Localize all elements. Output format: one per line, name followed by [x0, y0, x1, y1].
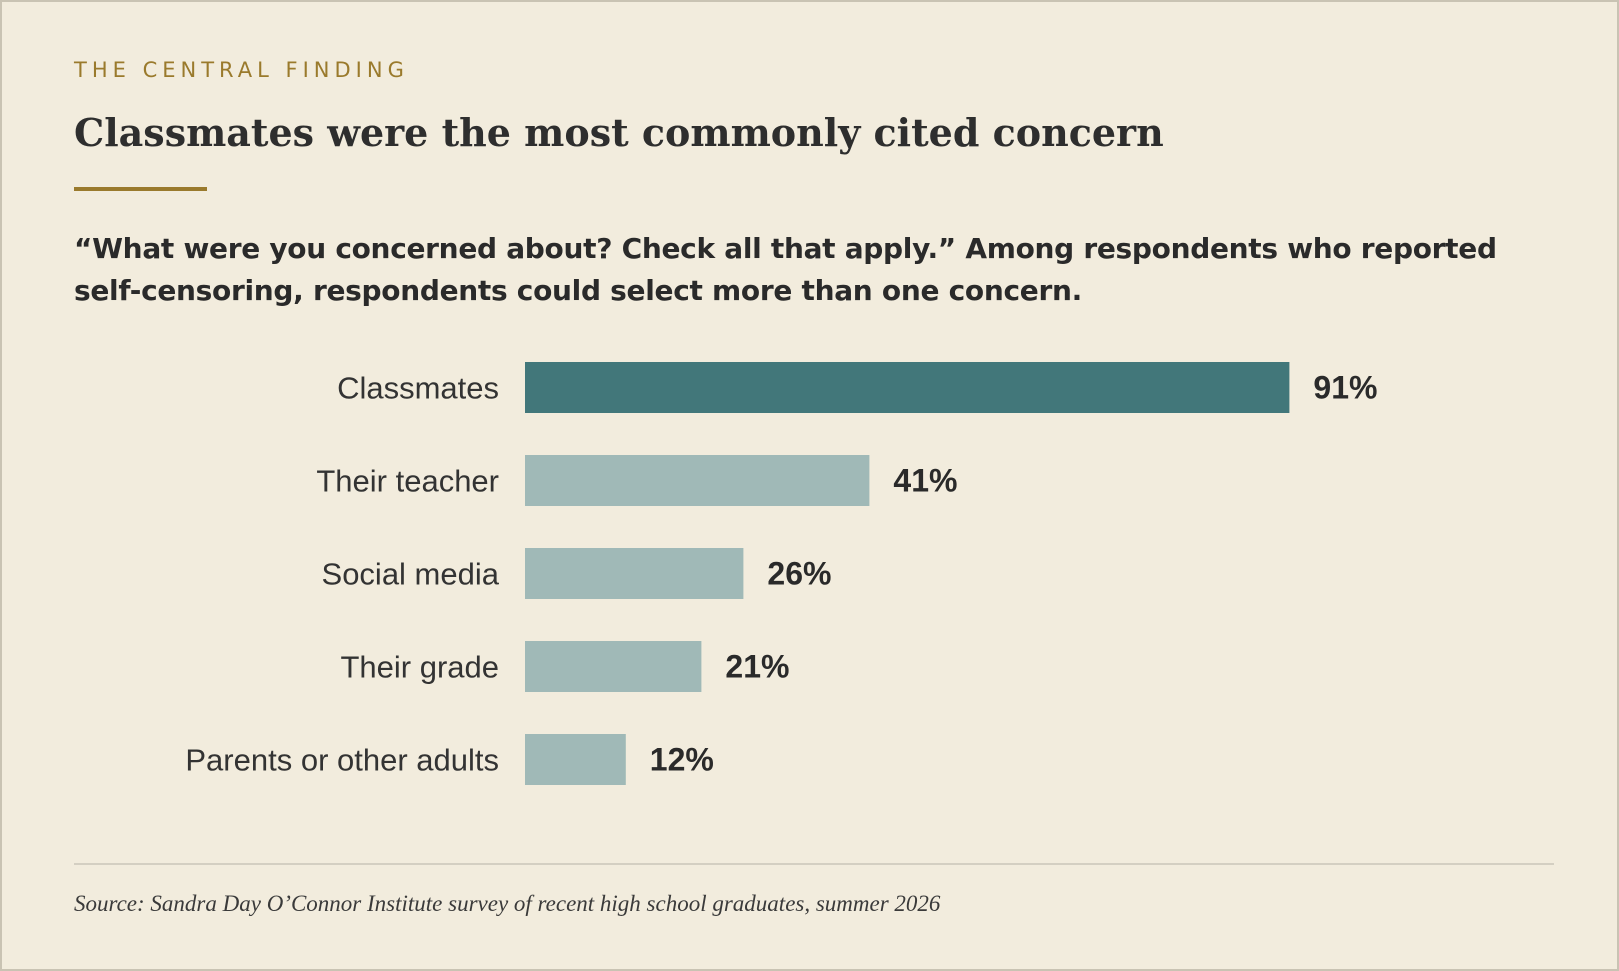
category-label: Social media	[322, 557, 500, 592]
value-label: 21%	[725, 649, 789, 685]
source-note: Source: Sandra Day O’Connor Institute su…	[74, 891, 941, 916]
title-accent-rule	[74, 187, 207, 191]
value-label: 26%	[767, 556, 831, 592]
bar-classmates	[525, 362, 1290, 413]
bar-social-media	[525, 548, 744, 599]
value-label: 91%	[1313, 370, 1377, 406]
bar-chart: Classmates 91% Their teacher 41% Social medi…	[185, 362, 1377, 785]
category-label: Classmates	[337, 371, 499, 406]
category-label: Parents or other adults	[185, 743, 499, 778]
value-label: 41%	[893, 463, 957, 499]
bar-their-grade	[525, 641, 702, 692]
footer-divider	[74, 863, 1554, 865]
category-label: Their grade	[340, 650, 499, 685]
category-label: Their teacher	[316, 464, 499, 499]
bar-their-teacher	[525, 455, 870, 506]
chart-title: Classmates were the most commonly cited …	[74, 110, 1164, 155]
value-label: 12%	[650, 742, 714, 778]
chart-subtitle: “What were you concerned about? Check al…	[74, 232, 1497, 307]
bar-parents-or-other-adults	[525, 734, 626, 785]
eyebrow-label: THE CENTRAL FINDING	[74, 58, 409, 82]
